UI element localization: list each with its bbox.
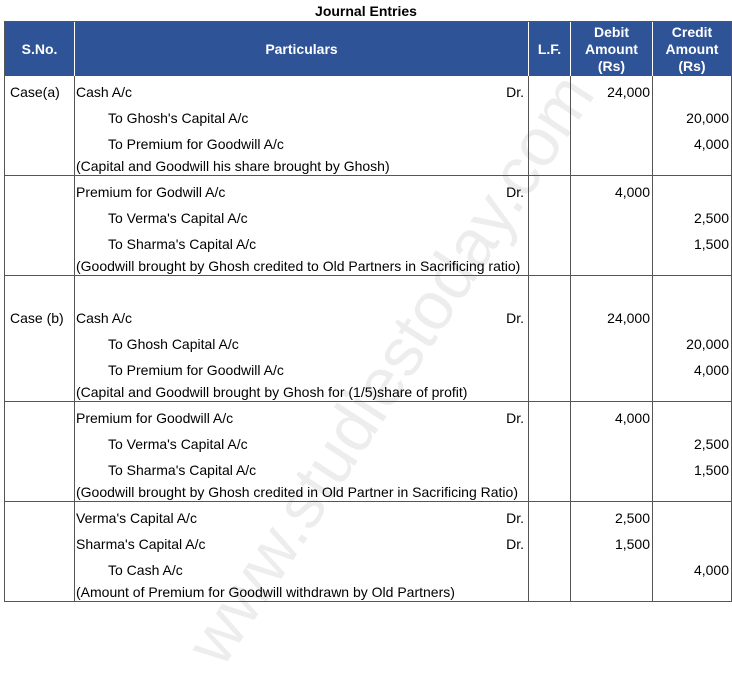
narration: (Amount of Premium for Goodwill withdraw… <box>75 583 529 601</box>
journal-table: S.No. Particulars L.F. Debit Amount (Rs) Cre… <box>4 21 732 602</box>
debit-cell: 2,500 <box>571 510 653 526</box>
particulars-cell: To Verma's Capital A/c <box>75 210 529 226</box>
narration: (Goodwill brought by Ghosh credited to O… <box>75 257 529 275</box>
journal-entry: Verma's Capital A/c Dr. 2,500 Sharma's Capi… <box>5 502 732 602</box>
entry-line: To Cash A/c 4,000 <box>5 557 732 583</box>
particulars-cell: Premium for Godwill A/c Dr. <box>75 184 529 200</box>
debit-cell: 24,000 <box>571 310 653 326</box>
serial-cell: Case (b) <box>5 310 75 326</box>
entry-line: To Verma's Capital A/c 2,500 <box>5 431 732 457</box>
narration: (Goodwill brought by Ghosh credited in O… <box>75 483 529 501</box>
serial-cell <box>5 383 75 401</box>
narration-line: (Capital and Goodwill his share brought … <box>5 157 732 175</box>
credit-cell: 2,500 <box>653 210 732 226</box>
table-body: Case(a) Cash A/c Dr. 24,000 To Ghosh's Capit… <box>5 76 732 602</box>
account-name: To Sharma's Capital A/c <box>108 236 257 252</box>
entry-line: To Premium for Goodwill A/c 4,000 <box>5 131 732 157</box>
dr-label: Dr. <box>506 536 524 552</box>
header-cell: Credit Amount (Rs) <box>653 22 732 76</box>
narration-line: (Amount of Premium for Goodwill withdraw… <box>5 583 732 601</box>
serial-cell <box>5 257 75 275</box>
entry-line: Case (b) Cash A/c Dr. 24,000 <box>5 305 732 331</box>
entry-line: Sharma's Capital A/c Dr. 1,500 <box>5 531 732 557</box>
header-cell: Debit Amount (Rs) <box>571 22 653 76</box>
credit-cell: 20,000 <box>653 110 732 126</box>
credit-cell: 4,000 <box>653 562 732 578</box>
entry-line: Verma's Capital A/c Dr. 2,500 <box>5 505 732 531</box>
serial-cell <box>5 483 75 501</box>
particulars-cell: Sharma's Capital A/c Dr. <box>75 536 529 552</box>
journal-entry: Case (b) Cash A/c Dr. 24,000 To Ghosh Capita… <box>5 276 732 402</box>
account-name: Verma's Capital A/c <box>76 510 197 526</box>
particulars-cell: To Cash A/c <box>75 562 529 578</box>
account-name: To Sharma's Capital A/c <box>108 462 257 478</box>
entry-line: Premium for Goodwill A/c Dr. 4,000 <box>5 405 732 431</box>
table-header: S.No. Particulars L.F. Debit Amount (Rs) Cre… <box>5 22 732 76</box>
narration: (Capital and Goodwill his share brought … <box>75 157 529 175</box>
particulars-cell: To Sharma's Capital A/c <box>75 236 529 252</box>
serial-cell <box>5 157 75 175</box>
dr-label: Dr. <box>506 84 524 100</box>
header-cell: L.F. <box>529 22 571 76</box>
particulars-cell: To Premium for Goodwill A/c <box>75 362 529 378</box>
account-name: To Verma's Capital A/c <box>108 436 248 452</box>
dr-label: Dr. <box>506 310 524 326</box>
particulars-cell: To Sharma's Capital A/c <box>75 462 529 478</box>
entry-line: To Verma's Capital A/c 2,500 <box>5 205 732 231</box>
entry-line: To Ghosh's Capital A/c 20,000 <box>5 105 732 131</box>
particulars-cell: To Ghosh Capital A/c <box>75 336 529 352</box>
account-name: To Cash A/c <box>108 562 183 578</box>
credit-cell: 1,500 <box>653 236 732 252</box>
account-name: Premium for Goodwill A/c <box>76 410 234 426</box>
particulars-cell: To Ghosh's Capital A/c <box>75 110 529 126</box>
entry-line: Premium for Godwill A/c Dr. 4,000 <box>5 179 732 205</box>
header-cell: Particulars <box>75 22 529 76</box>
entry-line: To Sharma's Capital A/c 1,500 <box>5 231 732 257</box>
credit-cell: 1,500 <box>653 462 732 478</box>
serial-cell: Case(a) <box>5 84 75 100</box>
narration-line: (Capital and Goodwill brought by Ghosh f… <box>5 383 732 401</box>
entry-line: Case(a) Cash A/c Dr. 24,000 <box>5 79 732 105</box>
account-name: To Premium for Goodwill A/c <box>108 362 284 378</box>
entry-line: To Ghosh Capital A/c 20,000 <box>5 331 732 357</box>
credit-cell: 2,500 <box>653 436 732 452</box>
account-name: To Ghosh's Capital A/c <box>108 110 249 126</box>
narration-line: (Goodwill brought by Ghosh credited to O… <box>5 257 732 275</box>
credit-cell: 4,000 <box>653 362 732 378</box>
narration-line: (Goodwill brought by Ghosh credited in O… <box>5 483 732 501</box>
particulars-cell: To Premium for Goodwill A/c <box>75 136 529 152</box>
particulars-cell: Cash A/c Dr. <box>75 84 529 100</box>
narration: (Capital and Goodwill brought by Ghosh f… <box>75 383 529 401</box>
journal-entry: Premium for Goodwill A/c Dr. 4,000 To Verma… <box>5 402 732 502</box>
account-name: Cash A/c <box>76 84 133 100</box>
serial-cell <box>5 583 75 601</box>
entry-line: To Sharma's Capital A/c 1,500 <box>5 457 732 483</box>
debit-cell: 4,000 <box>571 410 653 426</box>
entry-line: To Premium for Goodwill A/c 4,000 <box>5 357 732 383</box>
particulars-cell: Verma's Capital A/c Dr. <box>75 510 529 526</box>
journal-entry: Premium for Godwill A/c Dr. 4,000 To Verma'… <box>5 176 732 276</box>
dr-label: Dr. <box>506 510 524 526</box>
account-name: To Verma's Capital A/c <box>108 210 248 226</box>
debit-cell: 1,500 <box>571 536 653 552</box>
particulars-cell: Cash A/c Dr. <box>75 310 529 326</box>
credit-cell: 4,000 <box>653 136 732 152</box>
page: {"title": "Journal Entries", "header": [… <box>4 3 732 678</box>
particulars-cell: To Verma's Capital A/c <box>75 436 529 452</box>
account-name: To Ghosh Capital A/c <box>108 336 239 352</box>
account-name: Cash A/c <box>76 310 133 326</box>
debit-cell: 4,000 <box>571 184 653 200</box>
dr-label: Dr. <box>506 184 524 200</box>
table-title: Journal Entries <box>315 3 417 19</box>
header-cell: S.No. <box>5 22 75 76</box>
credit-cell: 20,000 <box>653 336 732 352</box>
account-name: Sharma's Capital A/c <box>76 536 206 552</box>
journal-entry: Case(a) Cash A/c Dr. 24,000 To Ghosh's Capit… <box>5 76 732 176</box>
particulars-cell: Premium for Goodwill A/c Dr. <box>75 410 529 426</box>
dr-label: Dr. <box>506 410 524 426</box>
account-name: To Premium for Goodwill A/c <box>108 136 284 152</box>
debit-cell: 24,000 <box>571 84 653 100</box>
account-name: Premium for Godwill A/c <box>76 184 226 200</box>
